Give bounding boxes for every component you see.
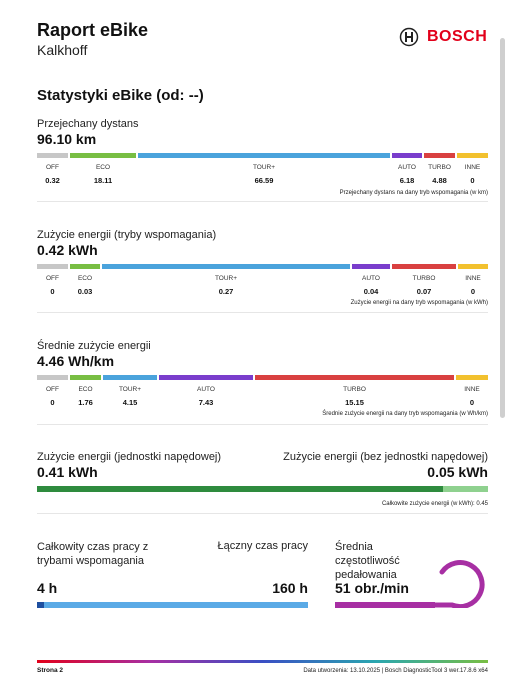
non-drive-energy-label: Zużycie energii (bez jednostki napędowej… <box>283 451 488 463</box>
drive-share-fill <box>37 486 443 492</box>
value-other: 0 <box>470 176 475 185</box>
scrollbar[interactable] <box>500 38 505 418</box>
bar-segment-tour <box>138 153 390 158</box>
value-other: 0 <box>469 398 475 407</box>
value-turbo: 0.07 <box>416 287 432 296</box>
total-time-label: Łączny czas pracy <box>217 540 308 552</box>
energy-note: Zużycie energii na dany tryb wspomagania… <box>350 300 488 306</box>
value-auto: 7.43 <box>198 398 214 407</box>
mode-label-off: OFF <box>46 164 59 171</box>
bar-segment-eco <box>70 264 100 269</box>
mode-label-auto: AUTO <box>197 386 215 393</box>
divider <box>37 513 488 514</box>
mode-label-turbo: TURBO <box>428 164 451 171</box>
bar-segment-auto <box>392 153 422 158</box>
value-tour: 0.27 <box>218 287 234 296</box>
mode-label-other: INNE <box>464 386 480 393</box>
mode-label-auto: AUTO <box>398 164 416 171</box>
bar-segment-other <box>458 264 488 269</box>
mode-label-off: OFF <box>46 275 59 282</box>
bar-segment-other <box>456 375 488 380</box>
mode-label-tour: TOUR+ <box>252 164 276 171</box>
value-turbo: 15.15 <box>345 398 364 407</box>
mode-label-other: INNE <box>465 275 481 282</box>
bosch-logo: BOSCH <box>399 27 489 47</box>
bar-segment-tour <box>103 375 157 380</box>
distance-note: Przejechany dystans na dany tryb wspomag… <box>339 190 488 196</box>
bar-segment-turbo <box>424 153 455 158</box>
energy-breakdown: OFF ECO TOUR+ AUTO TURBO INNE 0 0.03 0.2… <box>37 264 488 304</box>
bike-brand: Kalkhoff <box>37 42 88 58</box>
distance-value: 96.10 km <box>37 131 97 147</box>
energy-label: Zużycie energii (tryby wspomagania) <box>37 229 217 241</box>
value-other: 0 <box>470 287 476 296</box>
value-eco: 18.11 <box>93 176 113 185</box>
value-tour: 4.15 <box>122 398 138 407</box>
bar-segment-turbo <box>392 264 456 269</box>
cadence-label: Średnia częstotliwość pedałowania <box>335 541 400 581</box>
total-time-value: 160 h <box>272 580 308 596</box>
value-off: 0 <box>50 398 55 407</box>
assist-time-value: 4 h <box>37 580 58 596</box>
bar-segment-off <box>37 375 68 380</box>
mode-label-eco: ECO <box>95 164 111 171</box>
avg-breakdown: OFF ECO TOUR+ AUTO TURBO INNE 0 1.76 4.1… <box>37 375 488 415</box>
value-off: 0 <box>50 287 55 296</box>
time-share-bar <box>37 602 308 608</box>
drive-energy-value: 0.41 kWh <box>37 464 98 480</box>
mode-label-auto: AUTO <box>362 275 380 282</box>
bar-segment-turbo <box>255 375 454 380</box>
mode-label-other: INNE <box>464 164 481 171</box>
bosch-wordmark: BOSCH <box>427 28 488 45</box>
bosch-armature-icon <box>399 27 419 47</box>
value-turbo: 4.88 <box>432 176 447 185</box>
cadence-bar <box>335 602 435 608</box>
divider <box>37 312 488 313</box>
bar-segment-tour <box>102 264 350 269</box>
time-share-fill <box>37 602 44 608</box>
assist-time-label: Całkowity czas pracy z trybami wspomagan… <box>37 541 149 567</box>
energy-value: 0.42 kWh <box>37 242 98 258</box>
value-eco: 0.03 <box>77 287 93 296</box>
page-number: Strona 2 <box>37 667 64 674</box>
mode-label-turbo: TURBO <box>412 275 436 282</box>
mode-label-eco: ECO <box>78 386 93 393</box>
mode-label-tour: TOUR+ <box>118 386 142 393</box>
bar-segment-off <box>37 264 68 269</box>
mode-label-turbo: TURBO <box>343 386 366 393</box>
value-eco: 1.76 <box>78 398 93 407</box>
cadence-value: 51 obr./min <box>335 580 409 596</box>
bar-segment-auto <box>352 264 390 269</box>
footer-color-strip <box>37 660 488 663</box>
divider <box>37 201 488 202</box>
mode-label-eco: ECO <box>77 275 93 282</box>
avg-note: Średnie zużycie energii na dany tryb wsp… <box>322 411 488 417</box>
drive-share-bar <box>37 486 488 492</box>
bar-segment-auto <box>159 375 253 380</box>
total-energy-note: Całkowite zużycie energii (w kWh): 0.45 <box>381 501 488 507</box>
mode-label-off: OFF <box>46 386 59 393</box>
bar-segment-eco <box>70 153 136 158</box>
report-title: Raport eBike <box>37 20 149 40</box>
distance-breakdown: OFF ECO TOUR+ AUTO TURBO INNE 0.32 18.11… <box>37 153 488 193</box>
value-tour: 66.59 <box>254 176 274 185</box>
value-off: 0.32 <box>45 176 60 185</box>
footer-info: Data utworzenia: 13.10.2025 | Bosch Diag… <box>303 668 488 674</box>
avg-value: 4.46 Wh/km <box>37 353 115 369</box>
value-auto: 6.18 <box>399 176 415 185</box>
divider <box>37 424 488 425</box>
bar-segment-eco <box>70 375 101 380</box>
non-drive-energy-value: 0.05 kWh <box>427 464 488 480</box>
distance-label: Przejechany dystans <box>37 118 139 130</box>
section-title: Statystyki eBike (od: --) <box>37 87 204 104</box>
mode-label-tour: TOUR+ <box>214 275 238 282</box>
cadence-gauge-icon <box>432 560 485 608</box>
value-auto: 0.04 <box>363 287 379 296</box>
drive-energy-label: Zużycie energii (jednostki napędowej) <box>37 451 222 463</box>
bar-segment-off <box>37 153 68 158</box>
bar-segment-other <box>457 153 488 158</box>
avg-label: Średnie zużycie energii <box>37 340 151 352</box>
